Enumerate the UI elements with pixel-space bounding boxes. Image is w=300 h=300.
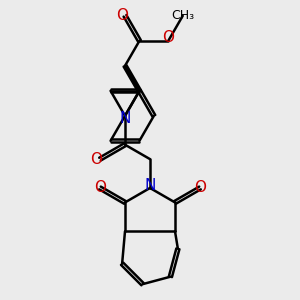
Text: O: O (162, 30, 174, 45)
Text: CH₃: CH₃ (171, 9, 194, 22)
Text: O: O (194, 181, 206, 196)
Text: N: N (144, 178, 156, 193)
Text: O: O (94, 181, 106, 196)
Text: N: N (119, 111, 131, 126)
Text: O: O (90, 152, 102, 166)
Text: O: O (116, 8, 128, 23)
